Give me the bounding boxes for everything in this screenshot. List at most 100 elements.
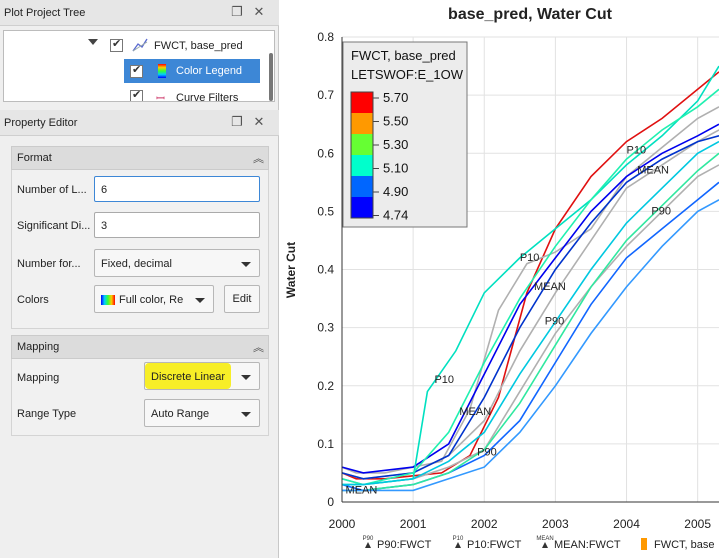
x-tick-label: 2000: [329, 517, 356, 531]
y-tick-label: 0.4: [317, 263, 334, 277]
restore-icon[interactable]: ❐: [231, 4, 243, 19]
color-legend-box[interactable]: FWCT, base_pred LETSWOF:E_1OW 5.70 5.50 5.30…: [342, 41, 468, 228]
number-format-label: Number for...: [17, 258, 81, 270]
dropdown-arrow-icon: [241, 412, 251, 417]
plot-project-tree-title: Plot Project Tree: [4, 7, 86, 19]
close-icon[interactable]: ✕: [253, 4, 265, 19]
number-format-select[interactable]: Fixed, decimal: [94, 249, 260, 277]
tree-item-curve-filters[interactable]: ꟷ Curve Filters: [124, 85, 260, 101]
number-of-levels-input[interactable]: 6: [94, 176, 260, 202]
legend-level-label: 4.74: [383, 208, 408, 223]
expand-arrow-icon[interactable]: [88, 39, 98, 45]
legend-swatch: [351, 197, 373, 218]
mapping-select[interactable]: Discrete Linear: [144, 362, 260, 390]
series-line: [341, 88, 719, 486]
dropdown-arrow-icon: [195, 298, 205, 303]
series-line: [341, 106, 719, 474]
bottom-legend-label: P90:FWCT: [377, 539, 432, 551]
curve-label: P10: [520, 252, 540, 264]
mapping-group-body: Mapping Discrete Linear Range Type Auto …: [11, 359, 269, 436]
y-tick-label: 0.7: [317, 88, 334, 102]
y-tick-label: 0.6: [317, 146, 334, 160]
y-tick-label: 0.3: [317, 321, 334, 335]
legend-marker: MEAN: [536, 536, 553, 542]
chevron-up-double-icon[interactable]: ︽: [253, 341, 264, 354]
left-dock: Plot Project Tree ❐ ✕ FWCT, base_pred Co…: [0, 0, 279, 558]
mapping-value-highlight: Discrete Linear: [145, 363, 231, 389]
legend-level-label: 4.90: [383, 184, 408, 199]
tree-item-label: FWCT, base_pred: [154, 40, 243, 52]
property-editor-body: Format ︽ Number of L... 6 Significant Di…: [3, 138, 275, 558]
format-group-title: Format: [17, 152, 52, 164]
color-legend-icon: [641, 538, 647, 550]
curve-label: MEAN: [637, 165, 669, 177]
y-tick-label: 0: [327, 495, 334, 509]
edit-colors-button[interactable]: Edit: [224, 285, 260, 313]
curve-label: MEAN: [459, 406, 491, 418]
restore-icon[interactable]: ❐: [231, 114, 243, 129]
curve-label: P90: [545, 316, 565, 328]
series-group: [341, 65, 719, 492]
number-format-value: Fixed, decimal: [101, 258, 172, 270]
tree-scrollbar[interactable]: [269, 53, 273, 101]
bottom-legend-label: FWCT, base: [654, 539, 715, 551]
legend-title: FWCT, base_pred: [351, 48, 456, 63]
triangle-marker-icon: [455, 542, 461, 548]
chevron-up-double-icon[interactable]: ︽: [253, 152, 264, 165]
legend-level-label: 5.30: [383, 137, 408, 152]
legend-swatch: [351, 92, 373, 113]
range-type-select[interactable]: Auto Range: [144, 399, 260, 427]
y-tick-label: 0.8: [317, 30, 334, 44]
property-editor-title: Property Editor: [4, 117, 78, 129]
bottom-legend: P90 P90:FWCT P10 P10:FWCT MEAN MEAN:FWCT FWCT,…: [363, 536, 715, 551]
mapping-group-header[interactable]: Mapping ︽: [11, 335, 269, 359]
chart-title: base_pred, Water Cut: [448, 6, 613, 23]
mapping-group-title: Mapping: [17, 341, 60, 353]
checkbox-icon[interactable]: [110, 37, 123, 52]
legend-level-label: 5.10: [383, 161, 408, 176]
bottom-legend-label: P10:FWCT: [467, 539, 522, 551]
tree-item-fwct[interactable]: FWCT, base_pred: [4, 34, 270, 58]
x-tick-label: 2005: [684, 517, 711, 531]
tree-item-color-legend[interactable]: Color Legend: [124, 59, 260, 83]
y-tick-label: 0.1: [317, 437, 334, 451]
legend-level-label: 5.70: [383, 90, 408, 105]
format-group-header[interactable]: Format ︽: [11, 146, 269, 170]
filter-icon: ꟷ: [156, 93, 165, 102]
curve-label: MEAN: [534, 281, 566, 293]
x-tick-label: 2002: [471, 517, 498, 531]
x-tick-label: 2004: [613, 517, 640, 531]
color-legend-icon: [158, 64, 166, 78]
y-tick-label: 0.5: [317, 204, 334, 218]
legend-swatch: [351, 176, 373, 197]
close-icon[interactable]: ✕: [253, 114, 265, 129]
legend-swatch: [351, 113, 373, 134]
triangle-marker-icon: [365, 542, 371, 548]
dropdown-arrow-icon: [241, 375, 251, 380]
triangle-marker-icon: [542, 542, 548, 548]
series-line: [342, 152, 719, 492]
range-type-value: Auto Range: [151, 408, 210, 420]
legend-swatch: [351, 134, 373, 155]
bottom-legend-label: MEAN:FWCT: [554, 539, 621, 551]
water-cut-chart[interactable]: base_pred, Water Cut Water Cut P10 MEAN P9…: [280, 0, 719, 558]
project-tree: FWCT, base_pred Color Legend ꟷ Curve Fil…: [3, 30, 275, 102]
plot-area[interactable]: base_pred, Water Cut Water Cut P10 MEAN P9…: [280, 0, 719, 558]
checkbox-icon[interactable]: [130, 63, 143, 78]
series-line: [341, 123, 719, 474]
series-line: [342, 140, 719, 486]
series-line: [342, 199, 719, 492]
number-of-levels-label: Number of L...: [17, 184, 87, 196]
colors-value: Full color, Re: [119, 294, 184, 306]
legend-level-label: 5.50: [383, 114, 408, 129]
colors-select[interactable]: Full color, Re: [94, 285, 214, 313]
legend-swatch: [351, 155, 373, 176]
tree-item-label: Color Legend: [176, 65, 243, 77]
curve-label: P10: [434, 374, 454, 386]
significant-digits-input[interactable]: 3: [94, 212, 260, 238]
y-axis-label: Water Cut: [284, 242, 298, 298]
x-tick-label: 2003: [542, 517, 569, 531]
checkbox-icon[interactable]: [130, 88, 143, 101]
colors-label: Colors: [17, 294, 49, 306]
curve-label: P10: [627, 144, 647, 156]
